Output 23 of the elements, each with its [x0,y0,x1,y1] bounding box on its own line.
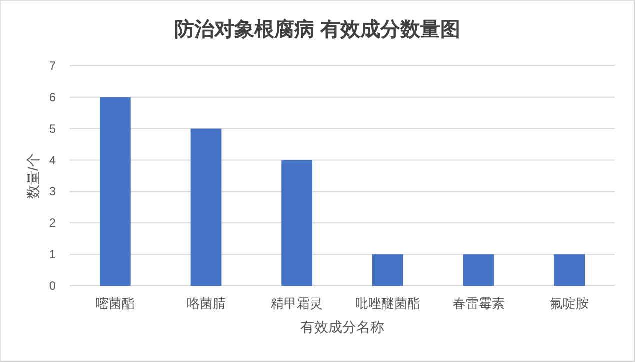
y-tick-label: 4 [49,153,56,168]
bar [463,254,494,286]
bar [372,254,404,286]
y-tick-label: 1 [49,248,56,262]
x-tick-label: 精甲霜灵 [271,296,324,311]
x-tick-label: 春雷霉素 [452,296,505,311]
x-tick-label: 嘧菌酯 [96,296,135,311]
y-tick-label: 5 [49,122,56,136]
x-tick-label: 咯菌腈 [186,296,226,311]
y-tick-label: 7 [49,59,56,73]
y-tick-label: 0 [49,279,56,293]
y-tick-label: 2 [49,216,56,230]
x-tick-label: 吡唑醚菌酯 [355,296,420,311]
bar [100,97,131,286]
y-tick-label: 3 [49,184,56,199]
y-tick-label: 6 [49,90,56,104]
bar [554,254,586,286]
bar [282,160,313,286]
bar [190,128,222,286]
y-axis-title: 数量/个 [25,153,41,199]
x-axis-title: 有效成分名称 [300,319,384,335]
x-tick-label: 氟啶胺 [550,296,590,311]
chart-title: 防治对象根腐病 有效成分数量图 [174,18,460,41]
